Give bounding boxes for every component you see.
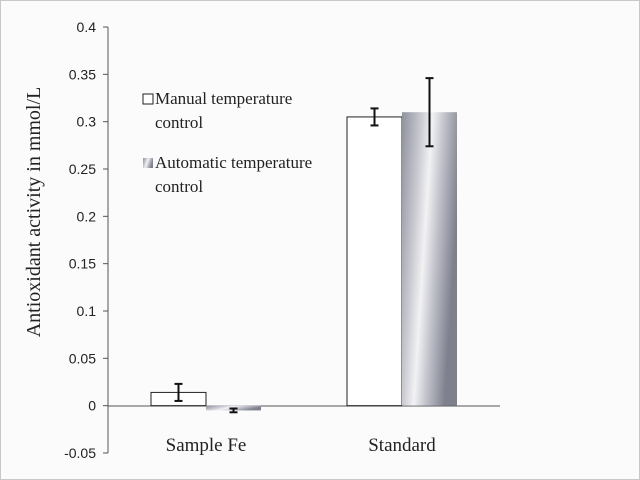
bar-manual-1 — [346, 116, 403, 407]
y-tick-label: -0.05 — [64, 445, 96, 461]
error-bars-group — [174, 77, 434, 414]
legend-label-manual-line1: Manual temperature — [155, 89, 292, 108]
error-bar-automatic-0 — [229, 407, 238, 414]
y-tick-label: 0 — [88, 398, 96, 414]
y-tick-label: 0.15 — [69, 256, 96, 272]
y-tick-label: 0.35 — [69, 66, 96, 82]
legend-label-manual-line2: control — [155, 113, 203, 132]
y-tick-label: 0.05 — [69, 350, 96, 366]
y-tick-label: 0.25 — [69, 161, 96, 177]
legend-label-automatic-line1: Automatic temperature — [155, 153, 312, 172]
y-axis-ticks: 0.4 0.35 0.3 0.25 0.2 0.15 0.1 0.05 0 -0.05 — [64, 19, 108, 461]
legend-swatch-automatic — [143, 158, 153, 168]
y-tick-label: 0.3 — [77, 114, 97, 130]
error-bar-manual-1 — [370, 107, 379, 127]
category-label: Sample Fe — [166, 435, 247, 456]
error-bar-manual-0 — [174, 382, 183, 402]
legend: Manual temperature control Automatic tem… — [142, 89, 312, 196]
y-tick-label: 0.2 — [77, 208, 97, 224]
y-tick-label: 0.4 — [77, 19, 97, 35]
legend-swatch-manual — [142, 93, 154, 105]
bar-automatic-1 — [402, 112, 457, 406]
error-bar-automatic-1 — [425, 77, 434, 148]
y-tick-label: 0.1 — [77, 303, 97, 319]
legend-label-automatic-line2: control — [155, 177, 203, 196]
category-label: Standard — [368, 435, 436, 456]
bars-group — [150, 112, 457, 411]
category-labels: Sample Fe Standard — [166, 435, 437, 456]
y-axis-title: Antioxidant activity in mmol/L — [23, 87, 45, 338]
